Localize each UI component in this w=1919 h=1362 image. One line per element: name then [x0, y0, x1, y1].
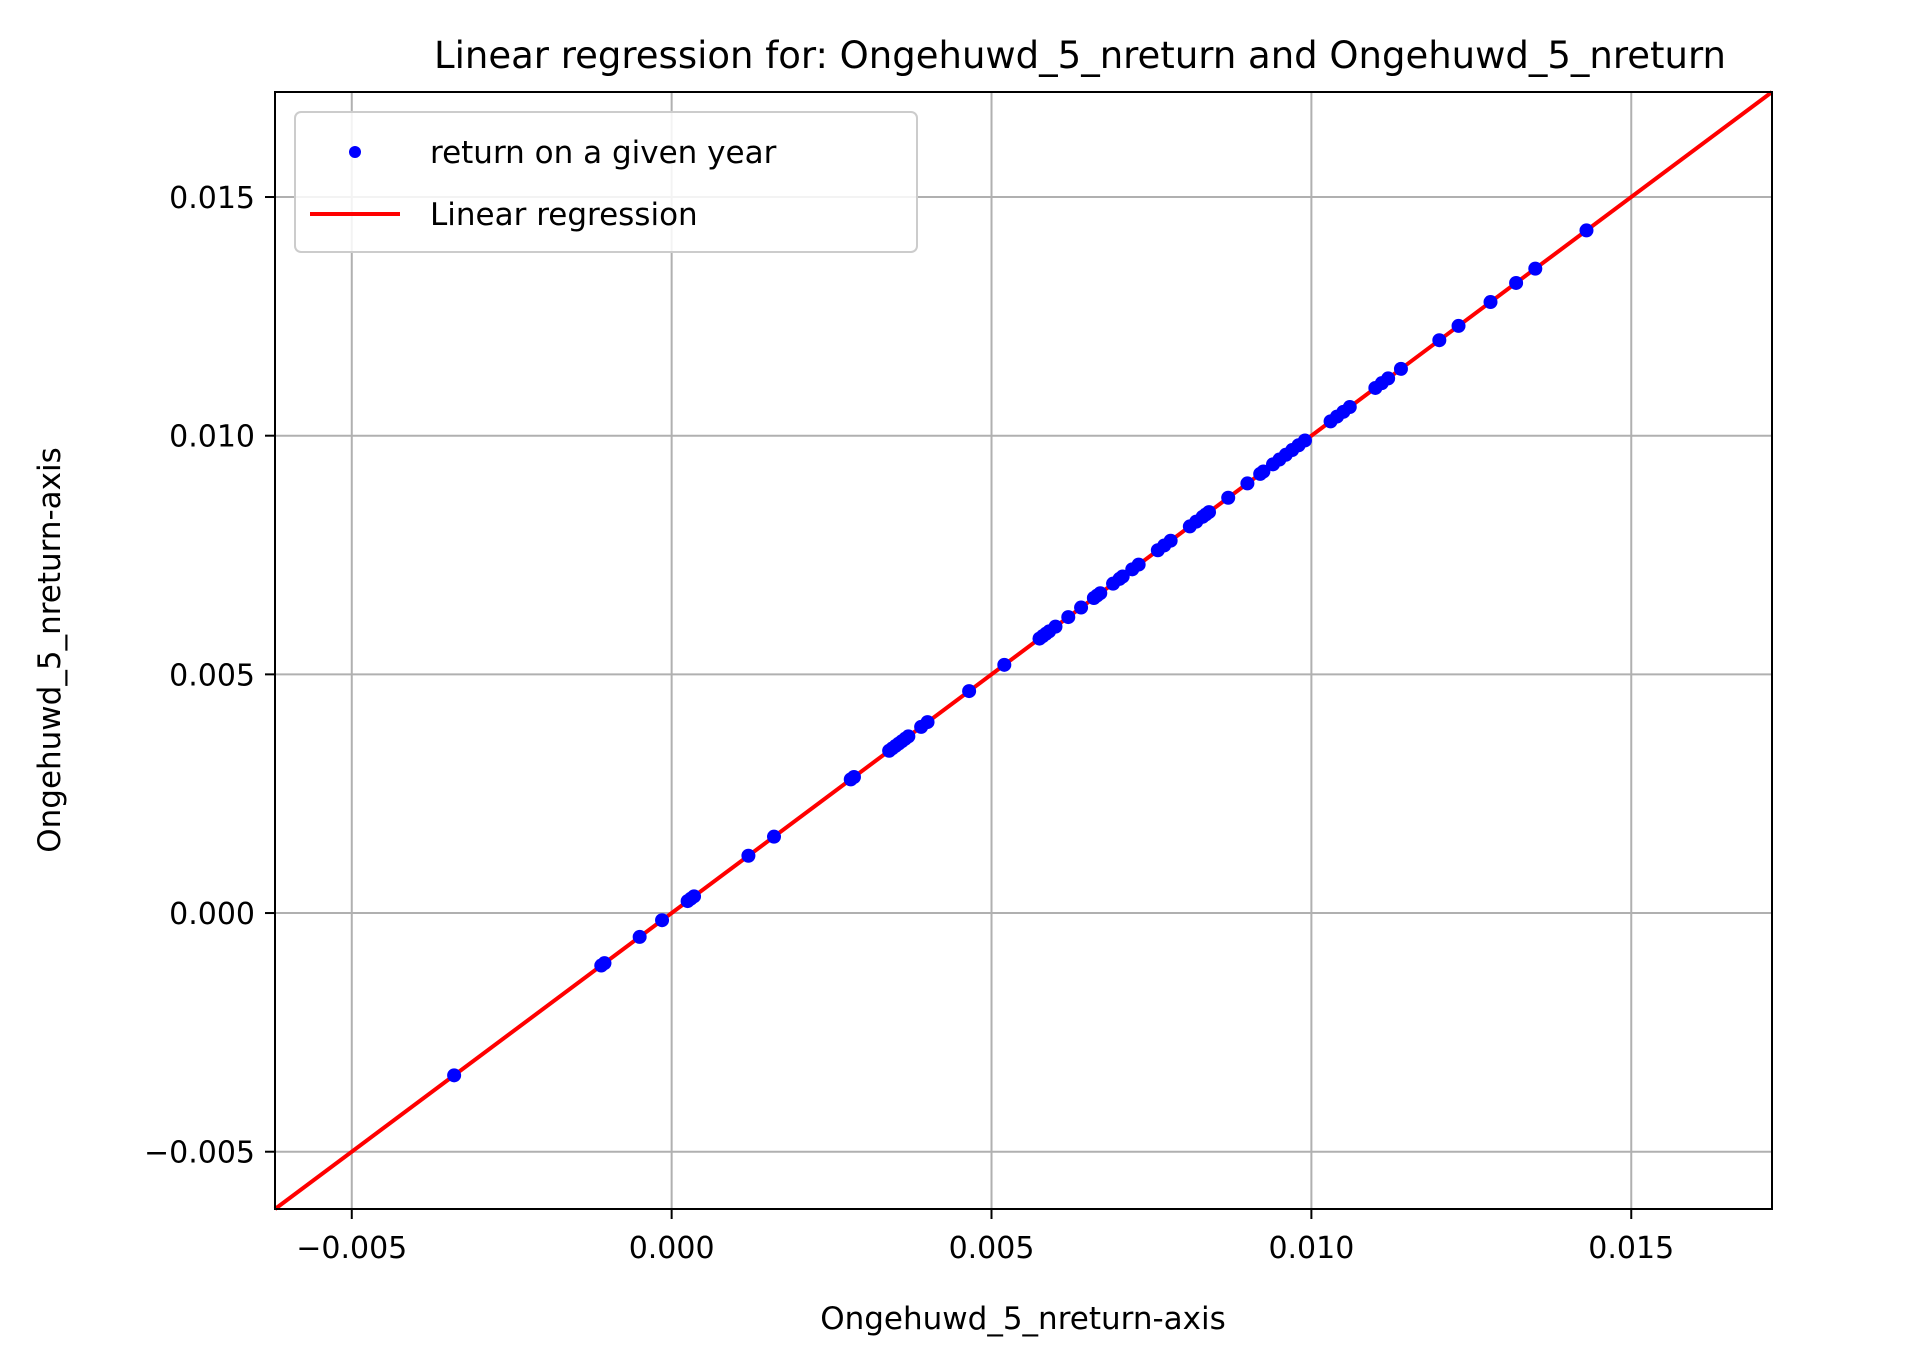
legend-box: [294, 111, 918, 253]
scatter-point: [741, 848, 756, 863]
y-tick-label: 0.015: [169, 181, 255, 216]
x-tick-label: −0.005: [296, 1231, 407, 1266]
scatter-point: [1240, 476, 1255, 491]
scatter-point: [632, 929, 647, 944]
chart-title: Linear regression for: Ongehuwd_5_nretur…: [434, 34, 1726, 77]
scatter-point: [767, 829, 781, 844]
scatter-point: [1115, 569, 1130, 584]
scatter-point: [1093, 586, 1108, 601]
x-axis-label: Ongehuwd_5_nreturn-axis: [820, 1301, 1226, 1337]
plot-frame: [274, 91, 1773, 1210]
scatter-point: [1256, 464, 1271, 479]
y-tick-label: 0.005: [169, 658, 255, 693]
scatter-point: [655, 913, 670, 928]
x-tick-label: 0.000: [629, 1231, 715, 1266]
scatter-point: [1297, 433, 1312, 448]
scatter-point: [1432, 333, 1447, 348]
scatter-point: [846, 769, 861, 784]
y-axis: −0.005 0.000 0.005 0.010 0.015: [144, 181, 275, 1171]
y-tick-label: 0.010: [169, 420, 255, 455]
scatter-point: [1381, 371, 1396, 386]
scatter-point: [1509, 275, 1524, 290]
scatter-point: [1061, 610, 1076, 625]
legend-label-regression: Linear regression: [430, 197, 698, 233]
scatter-point: [1483, 295, 1498, 310]
scatter-point: [1579, 223, 1594, 238]
scatter-point: [997, 657, 1012, 672]
x-tick-label: 0.010: [1268, 1231, 1354, 1266]
scatter-point: [687, 889, 702, 904]
x-tick-label: 0.015: [1588, 1231, 1674, 1266]
y-tick-label: −0.005: [144, 1136, 255, 1171]
regression-layer: [273, 90, 1774, 1211]
scatter-point: [1048, 619, 1063, 634]
legend: return on a given year Linear regression: [294, 111, 918, 253]
plot-area: [273, 90, 1774, 1211]
scatter-point: [447, 1068, 462, 1083]
legend-scatter-marker: [349, 146, 361, 158]
y-tick-label: 0.000: [169, 897, 255, 932]
scatter-point: [1393, 361, 1408, 376]
y-axis-label: Ongehuwd_5_nreturn-axis: [32, 447, 68, 853]
scatter-point: [1342, 400, 1357, 415]
legend-label-scatter: return on a given year: [430, 135, 777, 171]
scatter-point: [1451, 318, 1466, 333]
scatter-point: [920, 715, 935, 730]
regression-line: [273, 90, 1774, 1211]
scatter-point: [1202, 505, 1217, 520]
scatter-point: [1131, 557, 1146, 572]
x-tick-label: 0.005: [949, 1231, 1035, 1266]
scatter-point: [1074, 600, 1089, 615]
scatter-point: [962, 684, 977, 699]
grid: [275, 92, 1772, 1209]
scatter-layer: [447, 223, 1594, 1083]
scatter-point: [1221, 490, 1236, 505]
scatter-point: [1163, 533, 1178, 548]
x-axis: −0.005 0.000 0.005 0.010 0.015: [296, 1209, 1674, 1266]
scatter-point: [901, 729, 916, 744]
scatter-point: [1528, 261, 1543, 276]
scatter-point: [597, 956, 612, 971]
